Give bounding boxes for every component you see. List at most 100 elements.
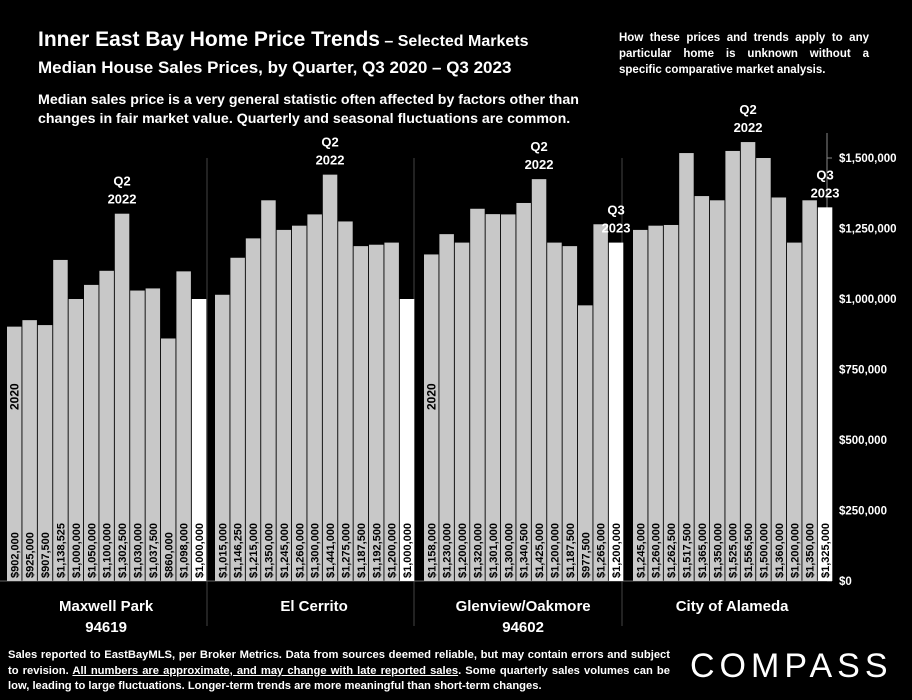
bar-value-label: $1,325,000 xyxy=(820,523,832,578)
year-annotation: 2022 xyxy=(108,192,137,207)
bar xyxy=(771,197,787,582)
bar xyxy=(756,158,771,581)
bar-value-label: $1,158,000 xyxy=(426,523,438,578)
bar xyxy=(439,234,454,581)
bar xyxy=(663,224,679,581)
bar xyxy=(740,142,756,581)
bar-value-label: $1,230,000 xyxy=(442,523,454,578)
y-tick-label: $1,500,000 xyxy=(839,153,897,165)
bar xyxy=(176,271,191,581)
bar-value-label: $1,556,500 xyxy=(743,523,755,578)
year-annotation: 2022 xyxy=(316,153,345,168)
bar-value-label: $1,425,000 xyxy=(534,523,546,578)
bar-value-label: $1,300,000 xyxy=(310,523,322,578)
bar-value-label: $1,260,000 xyxy=(294,523,306,578)
bar xyxy=(99,270,114,581)
bar xyxy=(191,299,207,581)
market-zip: 94619 xyxy=(85,619,127,636)
market-name: Glenview/Oakmore xyxy=(456,598,591,615)
bar-value-label: $1,015,000 xyxy=(217,523,229,578)
bar xyxy=(37,325,53,581)
chart-title: Inner East Bay Home Price Trends – Selec… xyxy=(38,28,529,52)
bar xyxy=(7,326,22,581)
y-tick-label: $500,000 xyxy=(839,435,887,447)
bar xyxy=(161,338,176,581)
footnote-text-b: . Some quarterly sales volumes can be lo… xyxy=(8,664,670,693)
bar xyxy=(547,242,562,581)
bar-value-label: $1,187,500 xyxy=(565,523,577,578)
bar xyxy=(384,242,399,581)
bar xyxy=(130,290,145,581)
bar-value-label: $1,365,000 xyxy=(697,523,709,578)
disclaimer-note: How these prices and trends apply to any… xyxy=(619,32,869,77)
bar xyxy=(145,288,161,581)
bar-value-label: $1,262,500 xyxy=(666,523,678,578)
year-annotation: 2022 xyxy=(734,120,763,135)
bar xyxy=(578,305,593,581)
price-trend-chart: $0$250,000$500,000$750,000$1,000,000$1,2… xyxy=(0,102,897,636)
bar xyxy=(424,254,439,581)
market-name: City of Alameda xyxy=(676,598,789,615)
bar-value-label: $1,187,500 xyxy=(356,523,368,578)
bar-value-label: $1,200,000 xyxy=(457,523,469,578)
bar-value-label: $1,200,000 xyxy=(387,523,399,578)
bar xyxy=(608,242,624,581)
bar-value-label: $1,050,000 xyxy=(86,523,98,578)
year-annotation: 2022 xyxy=(525,157,554,172)
bar xyxy=(501,214,516,581)
bar xyxy=(84,284,99,581)
bar xyxy=(215,294,230,581)
quarter-annotation: Q3 xyxy=(816,167,833,182)
bar-value-label: $1,441,000 xyxy=(325,523,337,578)
bar-value-label: $1,192,500 xyxy=(371,523,383,578)
bar xyxy=(817,207,833,581)
bar-value-label: $1,200,000 xyxy=(549,523,561,578)
title-main: Inner East Bay Home Price Trends xyxy=(38,28,380,51)
quarter-annotation: Q2 xyxy=(739,102,756,117)
bar-value-label: $1,340,500 xyxy=(519,523,531,578)
bar-value-label: $1,260,000 xyxy=(651,523,663,578)
bar-value-label: $1,146,250 xyxy=(233,523,245,578)
bar-value-label: $1,138,525 xyxy=(55,523,67,578)
bar-value-label: $1,245,000 xyxy=(635,523,647,578)
bar xyxy=(470,208,485,581)
market-name: Maxwell Park xyxy=(59,598,154,615)
compass-logo: COMPASS xyxy=(690,647,893,685)
bar xyxy=(485,214,501,582)
bar xyxy=(353,246,369,581)
y-tick-label: $1,000,000 xyxy=(839,294,897,306)
bar-value-label: $1,215,000 xyxy=(248,523,260,578)
bar-value-label: $1,098,000 xyxy=(179,523,191,578)
bar xyxy=(245,238,261,581)
bar xyxy=(53,259,68,581)
bar xyxy=(369,244,384,581)
chart-subtitle: Median House Sales Prices, by Quarter, Q… xyxy=(38,58,512,77)
bar-value-label: $1,525,000 xyxy=(728,523,740,578)
bar xyxy=(725,150,740,581)
bar-value-label: $1,350,000 xyxy=(712,523,724,578)
bar-value-label: $1,350,000 xyxy=(263,523,275,578)
quarter-annotation: Q3 xyxy=(607,203,624,218)
bar-value-label: $1,245,000 xyxy=(279,523,291,578)
bar-value-label: $1,301,000 xyxy=(488,523,500,578)
market-zip: 94602 xyxy=(502,619,544,636)
year-label: 2020 xyxy=(424,383,438,410)
bar-value-label: $1,100,000 xyxy=(102,523,114,578)
bar xyxy=(338,221,353,581)
bar xyxy=(694,196,710,581)
bar-value-label: $1,265,000 xyxy=(596,523,608,578)
bar xyxy=(648,225,663,581)
source-footnote: Sales reported to EastBayMLS, per Broker… xyxy=(8,648,670,695)
bar xyxy=(276,229,292,581)
bar xyxy=(593,224,608,581)
quarter-annotation: Q2 xyxy=(530,139,547,154)
footnote-underlined: All numbers are approximate, and may cha… xyxy=(72,664,459,677)
bar xyxy=(802,200,817,582)
bar xyxy=(68,299,84,581)
bar xyxy=(230,257,245,581)
bar xyxy=(633,229,648,581)
year-annotation: 2023 xyxy=(602,221,631,236)
bar xyxy=(114,213,130,581)
footnote-text-a: Sales reported to EastBayMLS, per Broker… xyxy=(8,649,670,677)
y-tick-label: $0 xyxy=(839,576,852,588)
